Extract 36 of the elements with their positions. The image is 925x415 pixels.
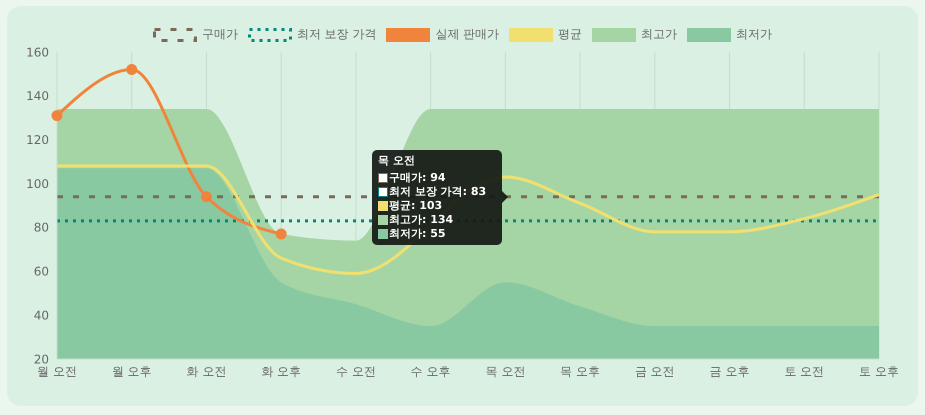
point: [200, 191, 212, 202]
y-tick-label: 20: [34, 352, 49, 366]
y-tick-label: 160: [26, 45, 49, 60]
legend-label: 최저 보장 가격: [296, 26, 376, 43]
annotation: 최저 보장 가격: 83: [389, 185, 486, 199]
x-tick-label: 금 오전: [634, 364, 675, 379]
y-tick-label: 40: [34, 308, 49, 322]
point: [126, 64, 138, 76]
annotation: 최고가: 134: [389, 213, 454, 227]
x-tick-label: 월 오후: [112, 364, 152, 379]
x-tick-label: 토 오전: [784, 364, 824, 379]
legend-label: 평균: [558, 26, 582, 43]
y-tick-label: 80: [34, 220, 49, 235]
annotation: 평균: 103: [389, 199, 442, 213]
point: [276, 228, 287, 240]
x-tick-label: 금 오후: [710, 364, 750, 379]
x-tick-label: 화 오전: [186, 364, 226, 379]
x-tick-label: 목 오후: [560, 364, 600, 379]
legend-label: 최고가: [641, 26, 678, 43]
y-tick-label: 140: [26, 89, 49, 104]
annotation: 최저가: 55: [389, 227, 446, 241]
legend-label: 구매가: [202, 26, 238, 43]
y-tick-label: 120: [26, 132, 49, 147]
x-tick-label: 토 오후: [859, 364, 899, 379]
x-tick-label: 수 오전: [336, 364, 376, 379]
annotation: 목 오전: [378, 154, 416, 168]
x-tick-label: 화 오후: [261, 364, 302, 379]
y-tick-label: 60: [34, 264, 49, 279]
point: [52, 110, 62, 122]
annotation: 구매가: 94: [389, 171, 446, 185]
legend-label: 실제 판매가: [435, 26, 500, 43]
x-tick-label: 월 오전: [37, 364, 77, 379]
x-tick-label: 목 오전: [485, 364, 526, 379]
x-tick-label: 수 오후: [410, 364, 451, 379]
y-tick-label: 100: [26, 176, 49, 191]
legend-label: 최저가: [736, 26, 772, 43]
